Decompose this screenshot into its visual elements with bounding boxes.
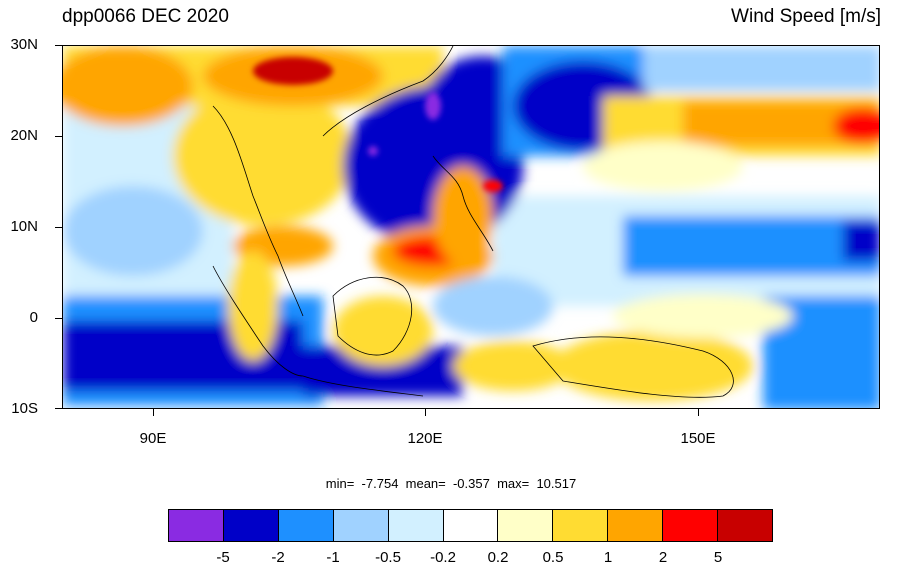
variable-title: Wind Speed [m/s] bbox=[731, 6, 881, 27]
colorbar-label: 0.2 bbox=[487, 549, 509, 566]
colorbar-swatch bbox=[718, 510, 772, 541]
colorbar-swatch bbox=[498, 510, 554, 541]
lon-label-120e: 120E bbox=[407, 430, 443, 447]
colorbar-label: -5 bbox=[216, 549, 230, 566]
colorbar-swatch bbox=[608, 510, 664, 541]
colorbar-swatch bbox=[663, 510, 719, 541]
lat-label-10n: 10N bbox=[10, 218, 38, 235]
colorbar-label: 1 bbox=[603, 549, 613, 566]
lat-label-30n: 30N bbox=[10, 36, 38, 53]
lat-label-eq: 0 bbox=[29, 309, 38, 326]
y-tick bbox=[55, 318, 62, 319]
lat-label-20n: 20N bbox=[10, 127, 38, 144]
lon-label-90e: 90E bbox=[139, 430, 167, 447]
lat-label-10s: 10S bbox=[11, 400, 38, 417]
colorbar-label: 5 bbox=[713, 549, 723, 566]
colorbar-swatch bbox=[223, 510, 279, 541]
colorbar-swatch bbox=[278, 510, 334, 541]
colorbar-swatch bbox=[553, 510, 609, 541]
y-tick bbox=[55, 227, 62, 228]
colorbar-swatch bbox=[388, 510, 444, 541]
y-tick bbox=[55, 408, 62, 409]
statistics-summary: min= -7.754 mean= -0.357 max= 10.517 bbox=[325, 476, 577, 491]
x-tick bbox=[425, 409, 426, 416]
plot-title: dpp0066 DEC 2020 bbox=[62, 6, 229, 27]
colorbar-label: -0.2 bbox=[430, 549, 456, 566]
colorbar-swatch bbox=[333, 510, 389, 541]
colorbar-label: 0.5 bbox=[542, 549, 564, 566]
x-tick bbox=[698, 409, 699, 416]
colorbar-label: -0.5 bbox=[375, 549, 401, 566]
y-tick bbox=[55, 136, 62, 137]
colorbar-label: -1 bbox=[326, 549, 340, 566]
y-tick bbox=[55, 45, 62, 46]
colorbar-label: 2 bbox=[658, 549, 668, 566]
x-tick bbox=[153, 409, 154, 416]
colorbar-swatch bbox=[443, 510, 499, 541]
colorbar bbox=[168, 509, 773, 542]
lon-label-150e: 150E bbox=[680, 430, 716, 447]
map-canvas bbox=[63, 46, 879, 408]
colorbar-label: -2 bbox=[271, 549, 285, 566]
colorbar-swatch bbox=[169, 510, 224, 541]
wind-speed-map bbox=[62, 45, 880, 409]
